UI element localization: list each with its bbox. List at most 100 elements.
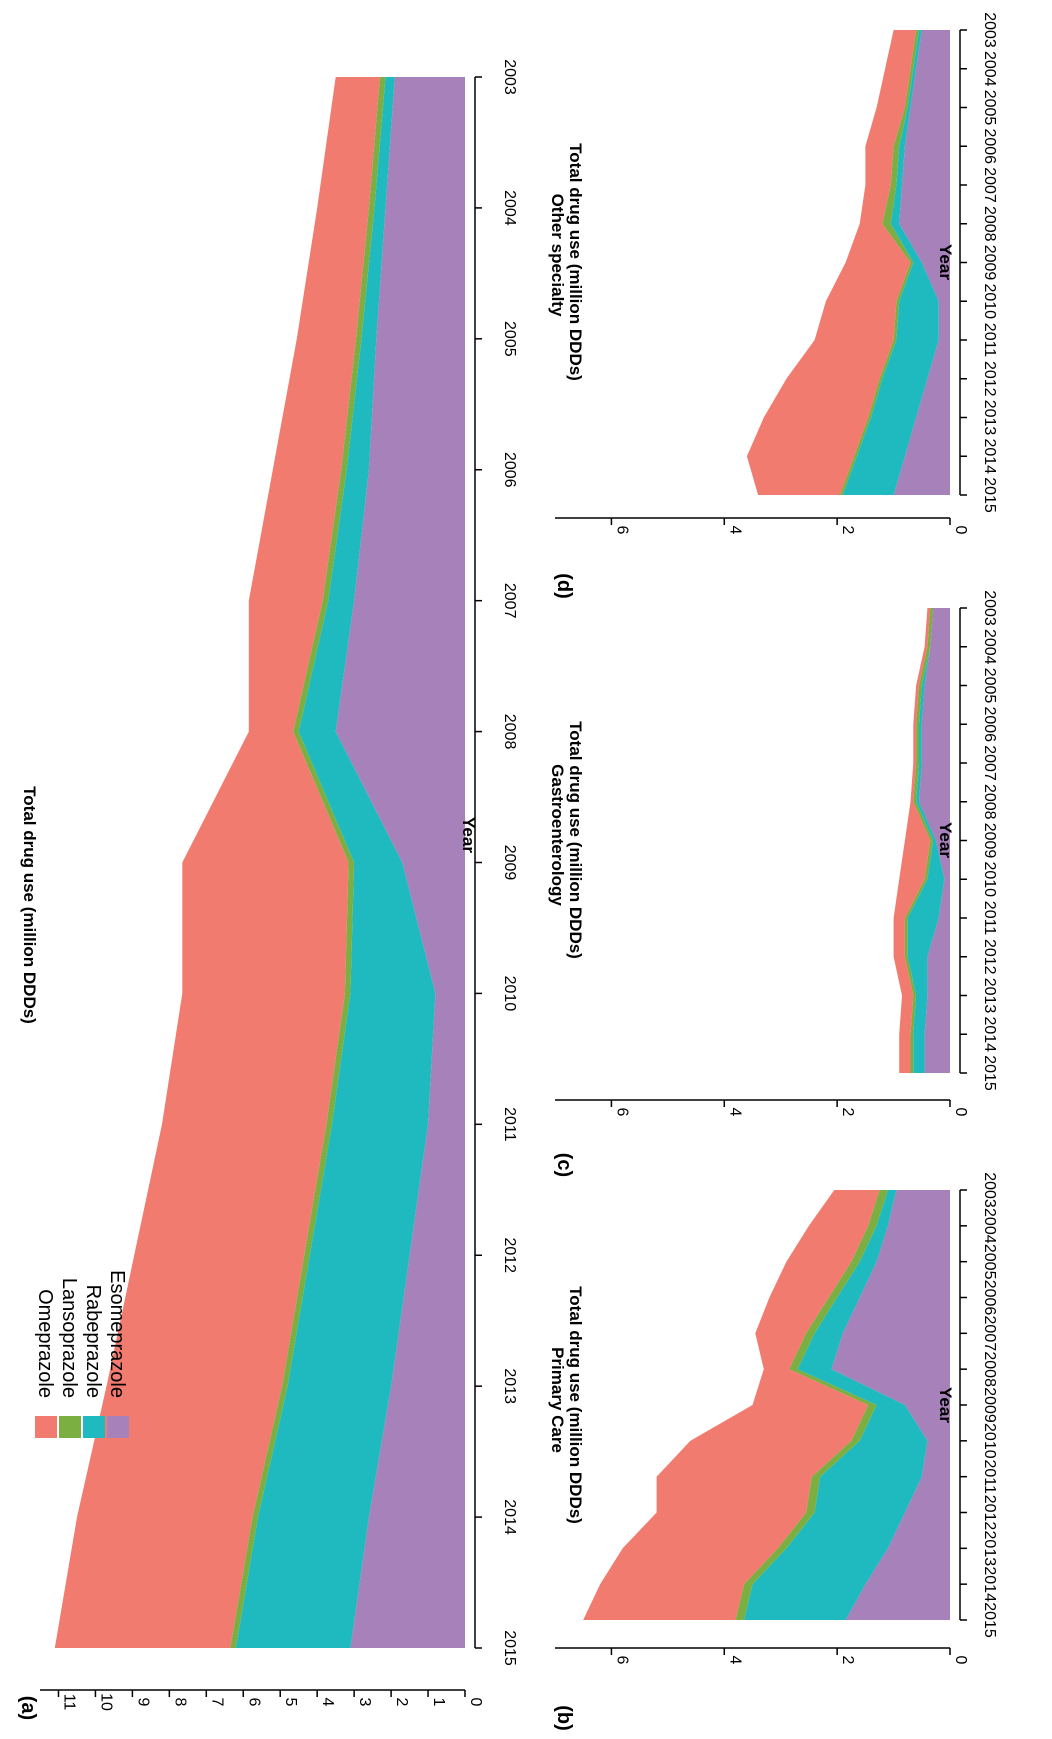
x-tick-label: 2011	[981, 901, 998, 936]
x-tick-label: 2005	[501, 321, 518, 357]
x-tick-label: 2012	[501, 1237, 518, 1273]
legend-swatch-rabeprazole	[83, 1416, 105, 1438]
x-tick-label: 2003	[981, 12, 998, 48]
legend-label-lansoprazole: Lansoprazole	[58, 1278, 80, 1398]
panel-title: Primary Care	[548, 1347, 567, 1453]
x-tick-label: 2005	[981, 668, 998, 704]
x-tick-label: 2008	[501, 714, 518, 750]
y-tick-label: 10	[97, 1693, 114, 1711]
y-tick-label: 6	[613, 1108, 630, 1117]
y-tick-label: 2	[839, 1656, 856, 1665]
area-esomeprazole	[831, 1190, 950, 1620]
panel-b: 0 2 4 6 200320042005200620072008200920102011…	[548, 1172, 998, 1731]
legend: Omeprazole Lansoprazole Rabeprazole Esomepr…	[34, 1270, 129, 1438]
panel-title: Other specialty	[548, 194, 567, 317]
x-tick-label: 2011	[981, 1459, 998, 1494]
x-tick-label: 2013	[981, 1531, 998, 1567]
x-tick-label: 2004	[981, 1208, 998, 1244]
x-tick-label: 2009	[501, 845, 518, 881]
panel-letter: (d)	[553, 573, 575, 599]
y-axis-title: Total drug use (million DDDs)	[566, 1286, 585, 1524]
area-omeprazole	[746, 30, 917, 495]
y-tick-label: 1	[430, 1698, 447, 1707]
y-tick-label: 6	[245, 1698, 262, 1707]
x-tick-label: 2004	[501, 190, 518, 226]
panel-a: 0 1 2 3 4 5 6 7 8 9 10 11 2003 2004 2005 2006 2007 2008 20…	[17, 59, 518, 1720]
area-omeprazole	[583, 1190, 880, 1620]
area-rabeprazole	[907, 608, 945, 1073]
y-tick-label: 7	[208, 1698, 225, 1707]
x-tick-label: 2015	[981, 477, 998, 513]
y-tick-label: 2	[839, 526, 856, 535]
x-tick-label: 2010	[501, 976, 518, 1012]
y-axis-title: Total drug use (million DDDs)	[566, 721, 585, 959]
x-tick-label: 2007	[981, 167, 998, 203]
x-tick-label: 2015	[981, 1602, 998, 1638]
y-tick-label: 0	[952, 1108, 969, 1117]
area-rabeprazole	[235, 77, 436, 1648]
x-axis-title: Year	[936, 244, 955, 280]
x-tick-label: 2010	[981, 861, 998, 897]
y-tick-label: 4	[319, 1698, 336, 1707]
panel-letter: (c)	[553, 1153, 575, 1177]
legend-label-omeprazole: Omeprazole	[34, 1289, 56, 1398]
area-rabeprazole	[744, 1190, 928, 1620]
x-tick-label: 2003	[501, 59, 518, 95]
legend-swatch-omeprazole	[35, 1416, 57, 1438]
x-tick-label: 2009	[981, 823, 998, 859]
legend-swatch-lansoprazole	[59, 1416, 81, 1438]
y-tick-label: 2	[839, 1108, 856, 1117]
x-tick-label: 2011	[501, 1107, 518, 1142]
x-tick-label: 2005	[981, 1244, 998, 1280]
x-tick-label: 2012	[981, 1495, 998, 1531]
x-tick-label: 2008	[981, 784, 998, 820]
x-tick-label: 2009	[981, 245, 998, 281]
x-tick-label: 2005	[981, 90, 998, 126]
x-tick-label: 2003	[981, 1172, 998, 1208]
y-axis-title: Total drug use (million DDDs)	[20, 786, 39, 1024]
panel-c: 0 2 4 6 2003 2004 2005 2006 2007 2008 2009 2010 2011…	[548, 590, 998, 1177]
x-tick-label: 2013	[981, 400, 998, 436]
area-esomeprazole	[919, 608, 950, 1073]
y-tick-label: 9	[134, 1698, 151, 1707]
x-axis-title: Year	[936, 1387, 955, 1423]
x-tick-label: 2003	[981, 590, 998, 626]
x-tick-label: 2014	[981, 1016, 998, 1052]
x-tick-label: 2006	[981, 1280, 998, 1316]
y-axis-title: Total drug use (million DDDs)	[566, 143, 585, 381]
area-rabeprazole	[842, 30, 939, 495]
panel-d: 0 2 4 6 2003 2004 2005 2006 2007 2008 2009 2010 2011…	[548, 12, 998, 599]
y-tick-label: 4	[726, 526, 743, 535]
y-tick-label: 2	[393, 1698, 410, 1707]
panel-letter: (b)	[553, 1705, 575, 1731]
x-tick-label: 2012	[981, 361, 998, 397]
area-esomeprazole	[335, 77, 465, 1648]
x-tick-label: 2009	[981, 1387, 998, 1423]
x-tick-label: 2013	[501, 1368, 518, 1404]
x-tick-label: 2010	[981, 283, 998, 319]
y-tick-label: 8	[171, 1698, 188, 1707]
area-omeprazole	[893, 608, 931, 1073]
panel-title: Gastroenterology	[548, 764, 567, 906]
x-tick-label: 2004	[981, 629, 998, 665]
legend-label-rabeprazole: Rabeprazole	[82, 1285, 104, 1398]
legend-swatch-esomeprazole	[107, 1416, 129, 1438]
y-tick-label: 0	[952, 1656, 969, 1665]
area-lansoprazole	[230, 77, 386, 1648]
x-tick-label: 2014	[981, 1566, 998, 1602]
x-axis-title: Year	[936, 822, 955, 858]
panel-letter: (a)	[17, 1696, 39, 1720]
legend-label-esomeprazole: Esomeprazole	[106, 1270, 128, 1398]
x-tick-label: 2006	[501, 452, 518, 488]
x-tick-label: 2014	[501, 1499, 518, 1535]
y-tick-label: 3	[356, 1698, 373, 1707]
x-tick-label: 2013	[981, 978, 998, 1014]
y-tick-label: 4	[726, 1108, 743, 1117]
x-axis-title: Year	[459, 817, 478, 853]
x-tick-label: 2007	[981, 745, 998, 781]
x-tick-label: 2015	[501, 1630, 518, 1666]
x-tick-label: 2008	[981, 206, 998, 242]
y-tick-label: 5	[282, 1698, 299, 1707]
